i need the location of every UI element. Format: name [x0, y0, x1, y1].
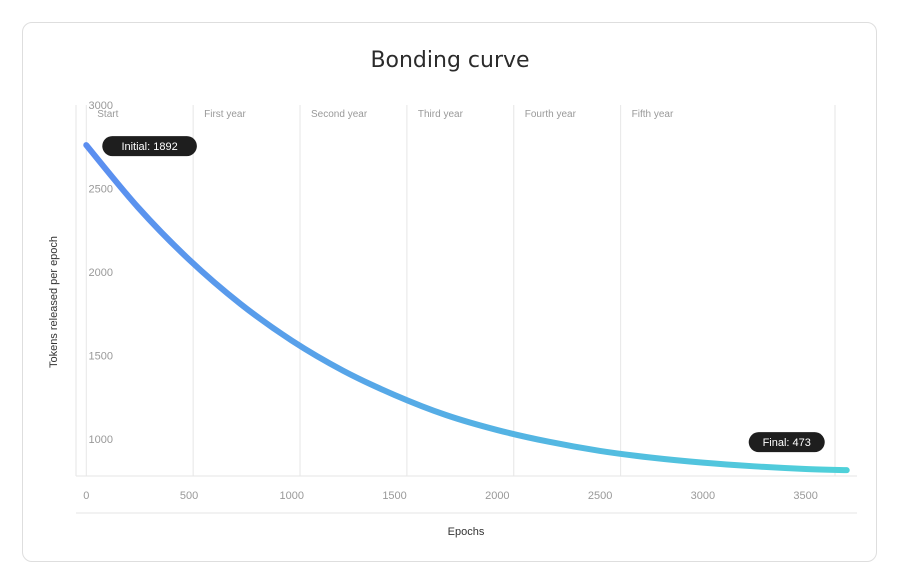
chart-card: [22, 22, 877, 562]
x-tick-label: 0: [83, 490, 89, 502]
annotation-badge: [748, 432, 825, 453]
period-label: Fifth year: [632, 109, 674, 120]
period-label: Third year: [418, 109, 464, 120]
y-tick-label: 2000: [89, 267, 113, 279]
initial-annotation: Initial: 1892: [102, 136, 197, 157]
x-tick-label: 1500: [382, 490, 406, 502]
x-axis-label: Epochs: [448, 526, 485, 538]
period-label: Start: [97, 109, 118, 120]
annotation-label: Initial: 1892: [121, 141, 177, 153]
x-tick-label: 2000: [485, 490, 509, 502]
x-tick-label: 1000: [280, 490, 304, 502]
y-tick-label: 1000: [89, 434, 113, 446]
x-tick-label: 3500: [793, 490, 817, 502]
y-axis-label: Tokens released per epoch: [48, 236, 60, 368]
y-tick-label: 2500: [89, 184, 113, 196]
y-tick-label: 3000: [89, 100, 113, 112]
annotation-label: Final: 473: [763, 437, 811, 449]
chart-title: Bonding curve: [370, 48, 530, 73]
period-label: Second year: [311, 109, 368, 120]
y-tick-label: 1500: [89, 351, 113, 363]
period-label: Fourth year: [525, 109, 577, 120]
series-line: [83, 142, 850, 474]
final-annotation: Final: 473: [748, 432, 825, 453]
period-label: First year: [204, 109, 246, 120]
annotation-badge: [102, 136, 197, 157]
x-tick-label: 2500: [588, 490, 612, 502]
x-tick-label: 3000: [691, 490, 715, 502]
x-tick-label: 500: [180, 490, 198, 502]
